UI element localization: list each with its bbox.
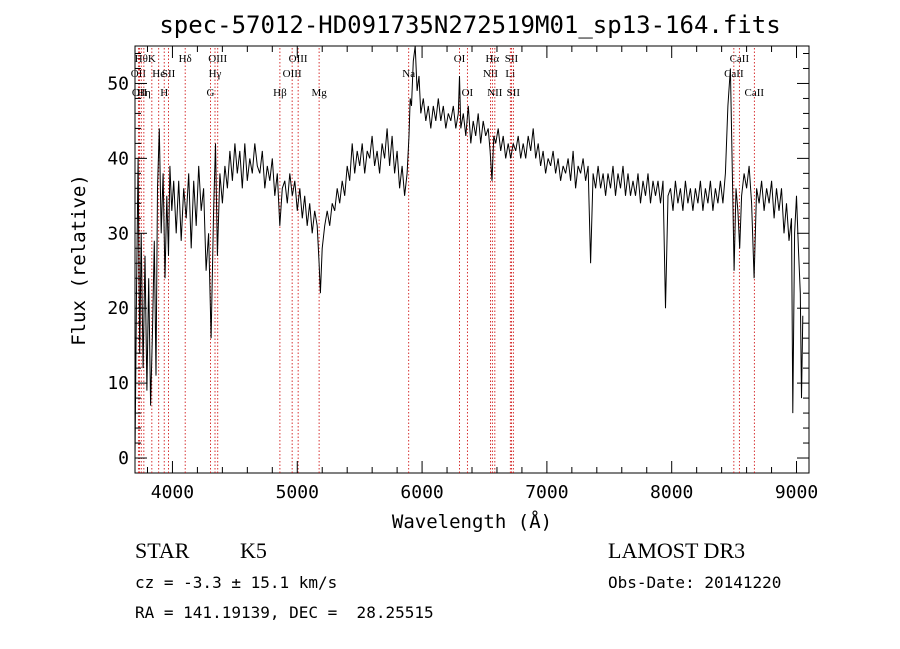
x-axis-label: Wavelength (Å)	[392, 510, 552, 533]
line-marker-label: K	[148, 53, 156, 65]
line-marker-label: Hδ	[179, 53, 192, 65]
line-marker-label: NII	[487, 87, 503, 99]
emission-line-markers: OIIOIIHθHηKHeHSIIHδGHγOIIIHβOIIIOIIIMgNa…	[131, 48, 765, 473]
line-marker-label: SII	[507, 87, 521, 99]
line-marker-label: CaII	[724, 68, 744, 80]
survey-name: LAMOST DR3	[608, 538, 746, 563]
y-tick-label: 30	[107, 223, 129, 244]
line-marker-label: Li	[505, 68, 515, 80]
line-marker-label: NII	[483, 68, 499, 80]
line-marker-label: Hγ	[209, 68, 222, 80]
line-marker-label: Hη	[137, 87, 151, 99]
x-tick-label: 9000	[775, 482, 818, 503]
observation-date: Obs-Date: 20141220	[608, 573, 782, 592]
x-tick-label: 6000	[400, 482, 443, 503]
plot-frame	[134, 45, 810, 474]
x-tick-label: 7000	[525, 482, 568, 503]
chart-title: spec-57012-HD091735N272519M01_sp13-164.f…	[159, 11, 780, 39]
object-subclass: K5	[240, 538, 267, 563]
line-marker-label: CaII	[730, 53, 750, 65]
object-class: STAR	[135, 538, 190, 563]
line-marker-label: OIII	[208, 53, 227, 65]
line-marker-label: Hα	[485, 53, 499, 65]
x-tick-label: 8000	[650, 482, 693, 503]
line-marker-label: OII	[131, 68, 147, 80]
y-axis-label: Flux (relative)	[68, 174, 90, 346]
line-marker-label: Hβ	[273, 87, 287, 99]
y-tick-label: 50	[107, 73, 129, 94]
line-marker-label: OI	[462, 87, 474, 99]
x-tick-label: 4000	[151, 482, 194, 503]
line-marker-label: SII	[505, 53, 519, 65]
line-marker-label: CaII	[745, 87, 765, 99]
line-marker-label: G	[207, 87, 215, 99]
y-tick-label: 40	[107, 148, 129, 169]
y-tick-label: 0	[118, 448, 129, 469]
line-marker-label: He	[152, 68, 165, 80]
line-marker-label: H	[160, 87, 168, 99]
axes: 4000 5000 6000 7000 8000 9000 0 10 20 30 40 50	[107, 46, 818, 503]
x-tick-label: 5000	[276, 482, 319, 503]
coordinates: RA = 141.19139, DEC = 28.25515	[135, 603, 434, 622]
line-marker-label: OIII	[289, 53, 308, 65]
y-tick-label: 10	[107, 373, 129, 394]
redshift-velocity: cz = -3.3 ± 15.1 km/s	[135, 573, 338, 592]
line-marker-label: Hθ	[135, 53, 148, 65]
line-marker-label: SII	[162, 68, 176, 80]
line-marker-label: Mg	[311, 87, 327, 99]
line-marker-label: OI	[454, 53, 466, 65]
spectrum-line	[134, 45, 804, 459]
line-marker-label: Na	[402, 68, 415, 80]
y-tick-label: 20	[107, 298, 129, 319]
line-marker-label: OIII	[283, 68, 302, 80]
